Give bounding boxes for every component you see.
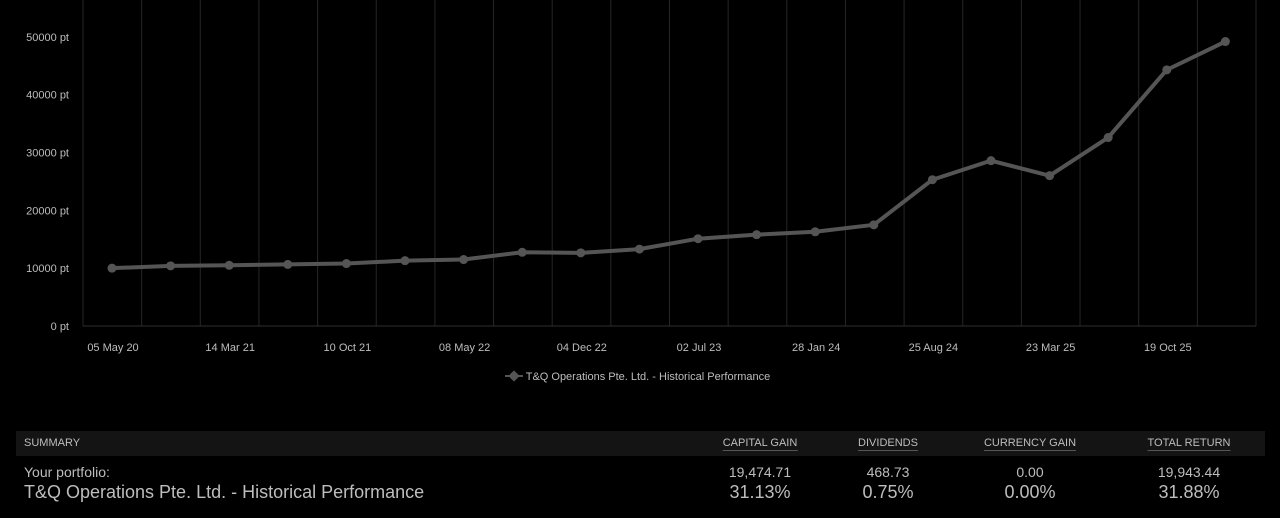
- legend-label: T&Q Operations Pte. Ltd. - Historical Pe…: [525, 371, 771, 383]
- performance-dividends: 0.75%: [862, 482, 914, 502]
- data-point[interactable]: [576, 248, 586, 258]
- series-line: [110, 39, 1228, 271]
- x-tick-label: 23 Mar 25: [1026, 342, 1076, 354]
- x-tick-label: 28 Jan 24: [792, 342, 840, 354]
- x-tick-label: 14 Mar 21: [205, 342, 255, 354]
- chart-legend[interactable]: T&Q Operations Pte. Ltd. - Historical Pe…: [0, 370, 1280, 383]
- data-point[interactable]: [1220, 37, 1230, 47]
- performance-label: T&Q Operations Pte. Ltd. - Historical Pe…: [24, 482, 425, 502]
- y-tick-label: 10000 pt: [26, 263, 69, 275]
- x-tick-label: 02 Jul 23: [677, 342, 722, 354]
- data-point[interactable]: [752, 230, 762, 240]
- y-tick-label: 20000 pt: [26, 205, 69, 217]
- y-axis-ticks: 0 pt 10000 pt 20000 pt 30000 pt 40000 pt 5000…: [26, 32, 69, 333]
- portfolio-row: Your portfolio: 19,474.71 468.73 0.00 19…: [16, 456, 1265, 480]
- data-point[interactable]: [283, 259, 293, 269]
- data-point[interactable]: [224, 260, 234, 270]
- y-tick-label: 40000 pt: [26, 90, 69, 102]
- capital-gain-header[interactable]: CAPITAL GAIN: [722, 437, 798, 451]
- data-point[interactable]: [1162, 65, 1172, 75]
- performance-total-return: 31.88%: [1158, 482, 1220, 502]
- performance-row: T&Q Operations Pte. Ltd. - Historical Pe…: [16, 480, 1265, 506]
- summary-header-label: SUMMARY: [24, 437, 81, 449]
- performance-capital-gain: 31.13%: [729, 482, 791, 502]
- data-point[interactable]: [810, 227, 820, 237]
- x-axis-ticks: 05 May 20 14 Mar 21 10 Oct 21 08 May 22 04 D…: [87, 342, 1191, 354]
- x-tick-label: 25 Aug 24: [909, 342, 959, 354]
- total-return-header[interactable]: TOTAL RETURN: [1147, 437, 1231, 451]
- data-point[interactable]: [986, 156, 996, 166]
- data-point[interactable]: [400, 256, 410, 266]
- legend-marker-icon: [508, 370, 520, 382]
- x-tick-label: 04 Dec 22: [557, 342, 607, 354]
- data-point[interactable]: [517, 247, 527, 257]
- portfolio-capital-gain: 19,474.71: [728, 464, 792, 480]
- y-tick-label: 0 pt: [51, 321, 69, 333]
- data-point[interactable]: [166, 261, 176, 271]
- data-point[interactable]: [107, 263, 117, 273]
- x-tick-label: 08 May 22: [439, 342, 490, 354]
- data-point[interactable]: [1045, 171, 1055, 181]
- data-point[interactable]: [869, 220, 879, 230]
- portfolio-dividends: 468.73: [866, 464, 910, 480]
- currency-gain-header[interactable]: CURRENCY GAIN: [983, 437, 1077, 451]
- chart-grid: [82, 0, 1257, 327]
- portfolio-label: Your portfolio:: [24, 464, 110, 480]
- performance-currency-gain: 0.00%: [1004, 482, 1056, 502]
- x-tick-label: 05 May 20: [87, 342, 138, 354]
- x-tick-label: 19 Oct 25: [1144, 342, 1192, 354]
- portfolio-total-return: 19,943.44: [1157, 464, 1221, 480]
- data-point[interactable]: [927, 175, 937, 185]
- data-point[interactable]: [459, 255, 469, 265]
- performance-line-chart: 0 pt 10000 pt 20000 pt 30000 pt 40000 pt 5000…: [26, 0, 1257, 354]
- y-tick-label: 50000 pt: [26, 32, 69, 44]
- data-point[interactable]: [341, 259, 351, 269]
- portfolio-currency-gain: 0.00: [1016, 464, 1044, 480]
- series-layer: [107, 37, 1230, 273]
- data-point[interactable]: [693, 234, 703, 244]
- data-point[interactable]: [1103, 133, 1113, 143]
- data-point[interactable]: [634, 244, 644, 254]
- summary-table: SUMMARY CAPITAL GAIN DIVIDENDS CURRENCY …: [16, 431, 1265, 506]
- x-tick-label: 10 Oct 21: [324, 342, 372, 354]
- summary-header-row: SUMMARY CAPITAL GAIN DIVIDENDS CURRENCY …: [16, 431, 1265, 456]
- dividends-header[interactable]: DIVIDENDS: [858, 437, 918, 451]
- y-tick-label: 30000 pt: [26, 148, 69, 160]
